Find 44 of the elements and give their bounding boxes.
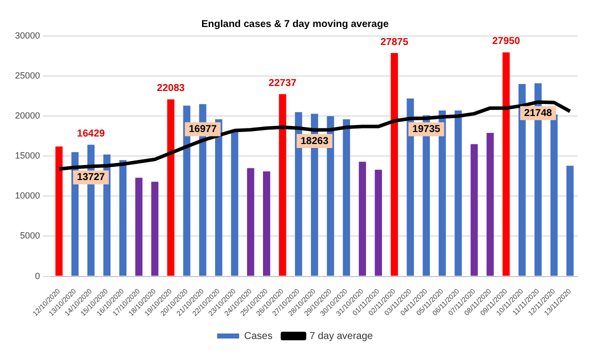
bar [390,53,398,276]
data-label: 21748 [524,108,552,119]
data-label: 16429 [77,128,106,140]
bar [215,119,222,276]
y-tick-label: 10000 [14,190,40,201]
bar [231,131,238,276]
bar [342,119,350,276]
legend-label: 7 day average [309,330,374,342]
y-tick-label: 5000 [20,230,40,241]
bar [502,52,510,276]
data-label: 16977 [188,124,218,136]
bar [247,168,254,276]
bar [183,106,190,276]
bar [55,146,63,276]
data-label: 27875 [380,36,409,48]
data-label: 18263 [300,136,329,147]
bar [358,162,366,276]
bar [518,84,526,276]
bar [550,114,558,276]
bar [486,132,494,276]
data-label: 22737 [268,78,297,89]
bar [438,110,446,276]
data-label: 19735 [412,124,441,135]
data-label: 13727 [77,172,106,184]
bar [470,144,478,276]
bar [263,171,270,276]
data-label: 22083 [156,83,186,94]
data-label: 27950 [492,36,520,48]
bar [566,166,574,276]
y-tick-label: 20000 [14,110,40,121]
y-tick-label: 0 [35,270,40,281]
chart-title: England cases & 7 day moving average [201,18,390,30]
y-tick-label: 25000 [14,70,40,81]
y-tick-label: 15000 [14,150,40,161]
y-tick-label: 30000 [14,30,40,40]
bar [278,94,286,276]
bar [151,182,158,276]
bar [135,178,142,276]
bar [119,160,126,276]
legend-label: Cases [244,330,272,342]
bar [406,98,414,276]
bar [454,110,462,276]
bar [374,170,382,276]
bar [167,99,174,276]
